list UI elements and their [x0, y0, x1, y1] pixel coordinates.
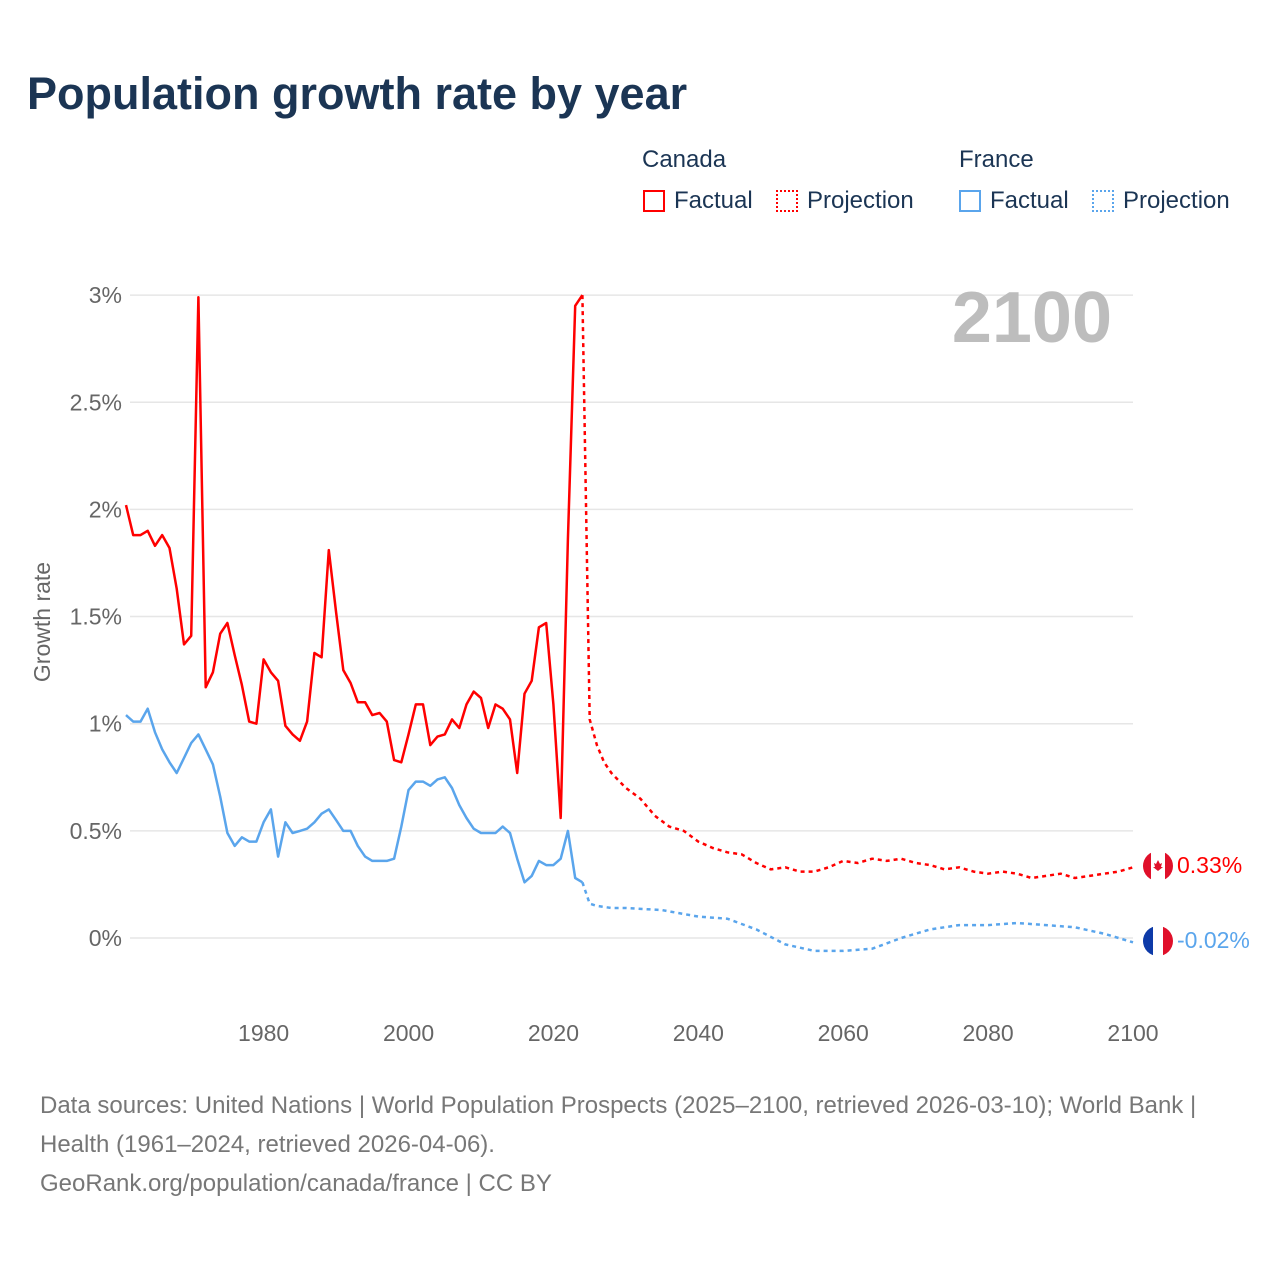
chart-title: Population growth rate by year	[27, 68, 688, 119]
x-tick-label: 1980	[238, 1020, 289, 1046]
end-label-canada: 0.33%	[1177, 852, 1242, 878]
end-label-france: -0.02%	[1177, 927, 1250, 953]
legend-label-france-projection[interactable]: Projection	[1123, 187, 1230, 214]
legend-label-canada-projection[interactable]: Projection	[807, 187, 914, 214]
legend-label-canada-factual[interactable]: Factual	[674, 187, 753, 214]
y-tick-label: 1.5%	[70, 604, 122, 630]
series-line-france-projection	[581, 881, 1134, 953]
legend-label-france-factual[interactable]: Factual	[990, 187, 1069, 214]
legend-swatch-france-projection[interactable]	[1092, 190, 1114, 212]
series-line-france-factual	[125, 707, 584, 884]
legend-swatch-france-factual[interactable]	[959, 190, 981, 212]
x-tick-label: 2100	[1107, 1020, 1158, 1046]
footer-credit[interactable]: GeoRank.org/population/canada/france | C…	[40, 1170, 552, 1197]
legend-group-france: France	[959, 146, 1034, 173]
y-tick-label: 0%	[89, 925, 122, 951]
x-tick-label: 2080	[963, 1020, 1014, 1046]
y-tick-label: 3%	[89, 282, 122, 308]
legend-group-canada: Canada	[642, 146, 727, 173]
footer-sources: Data sources: United Nations | World Pop…	[40, 1092, 1197, 1158]
x-tick-label: 2020	[528, 1020, 579, 1046]
france-flag-icon	[1143, 926, 1173, 956]
series-line-canada-projection	[581, 295, 1134, 880]
canada-flag-icon	[1143, 851, 1173, 881]
y-tick-label: 2%	[89, 496, 122, 522]
legend-swatch-canada-factual[interactable]	[643, 190, 665, 212]
y-axis-label: Growth rate	[29, 562, 55, 682]
y-tick-label: 0.5%	[70, 818, 122, 844]
year-label: 2100	[952, 278, 1112, 358]
x-tick-label: 2000	[383, 1020, 434, 1046]
y-tick-label: 1%	[89, 711, 122, 737]
x-tick-label: 2060	[818, 1020, 869, 1046]
series-line-canada-factual	[124, 294, 584, 820]
y-tick-label: 2.5%	[70, 389, 122, 415]
legend-swatch-canada-projection[interactable]	[776, 190, 798, 212]
x-tick-label: 2040	[673, 1020, 724, 1046]
